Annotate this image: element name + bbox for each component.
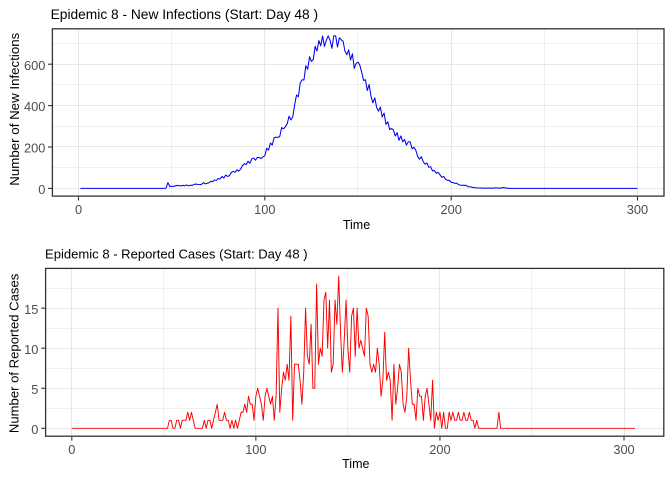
svg-text:0: 0 <box>68 442 75 457</box>
svg-text:400: 400 <box>24 99 45 114</box>
svg-text:5: 5 <box>31 382 38 397</box>
svg-text:Number of New Infections: Number of New Infections <box>7 32 22 185</box>
svg-text:0: 0 <box>75 202 82 217</box>
svg-text:Time: Time <box>343 218 370 232</box>
svg-text:100: 100 <box>254 202 275 217</box>
svg-text:300: 300 <box>613 442 634 457</box>
svg-text:Epidemic 8 - New Infections (S: Epidemic 8 - New Infections (Start: Day … <box>51 7 318 22</box>
svg-text:Number of Reported Cases: Number of Reported Cases <box>7 273 22 433</box>
svg-text:0: 0 <box>31 422 38 437</box>
svg-text:Epidemic 8 - Reported Cases (S: Epidemic 8 - Reported Cases (Start: Day … <box>45 247 308 262</box>
svg-text:300: 300 <box>627 202 648 217</box>
svg-text:15: 15 <box>24 302 38 317</box>
svg-text:Time: Time <box>342 457 369 471</box>
svg-text:600: 600 <box>24 58 45 73</box>
svg-text:200: 200 <box>24 141 45 156</box>
svg-text:10: 10 <box>24 342 38 357</box>
svg-text:100: 100 <box>245 442 266 457</box>
svg-text:200: 200 <box>429 442 450 457</box>
svg-text:200: 200 <box>440 202 461 217</box>
svg-text:0: 0 <box>38 182 45 197</box>
